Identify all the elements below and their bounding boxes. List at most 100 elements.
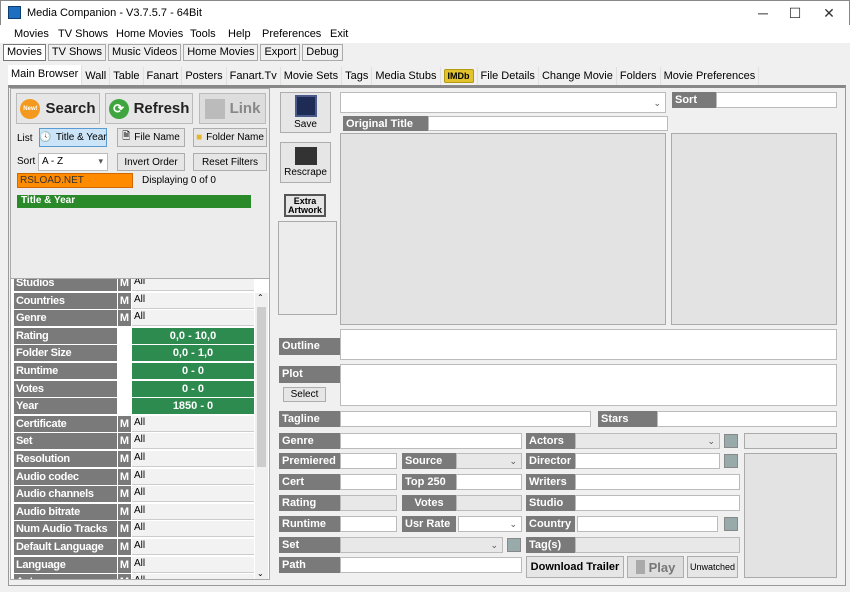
filter-mode-button[interactable]: M [118,486,131,503]
filter-value-select[interactable]: All [132,468,254,485]
filter-mode-button[interactable]: M [118,415,131,432]
filter-value-select[interactable]: All [132,433,254,450]
fanart-area[interactable] [340,133,666,325]
sort-title-input[interactable] [716,92,837,108]
tab-posters[interactable]: Posters [182,67,227,85]
tab-tv-shows[interactable]: TV Shows [47,44,106,61]
tab-movie-sets[interactable]: Movie Sets [280,67,343,85]
filter-mode-button[interactable]: M [118,574,131,579]
link-button[interactable]: Link [199,93,266,124]
filter-range-slider[interactable]: 0 - 0 [132,380,254,397]
menu-help[interactable]: Help [228,28,251,40]
rescrape-button[interactable]: Rescrape [280,142,331,183]
filter-mode-button[interactable]: M [118,292,131,309]
menu-tools[interactable]: Tools [190,28,216,40]
list-title-year-button[interactable]: 🕓 Title & Year [39,128,107,147]
tagline-input[interactable] [340,411,591,427]
runtime-input[interactable] [340,516,397,532]
tab-file-details[interactable]: File Details [477,67,539,85]
filter-mode-button[interactable]: M [118,539,131,555]
tab-change-movie[interactable]: Change Movie [538,67,617,85]
search-lookup-icon[interactable] [724,454,738,468]
download-trailer-button[interactable]: Download Trailer [526,556,624,578]
search-lookup-icon[interactable] [724,517,738,531]
filter-value-select[interactable]: All [132,486,254,503]
cert-input[interactable] [340,474,397,490]
tab-imdb[interactable]: IMDb [440,67,478,85]
tab-export[interactable]: Export [260,44,301,61]
select-button[interactable]: Select [283,387,326,402]
save-button[interactable]: Save [280,92,331,133]
tab-movies[interactable]: Movies [3,44,46,61]
stars-input[interactable] [657,411,837,427]
writers-input[interactable] [575,474,740,490]
close-button[interactable]: ✕ [823,5,835,21]
filter-mode-button[interactable]: M [118,521,131,538]
actors-combo[interactable]: ⌄ [575,433,720,449]
filter-range-slider[interactable]: 0,0 - 1,0 [132,345,254,362]
filter-mode-button[interactable]: M [118,279,131,291]
original-title-input[interactable] [428,116,668,131]
filter-value-select[interactable]: All [132,310,254,327]
scroll-thumb[interactable] [257,307,266,467]
plot-textarea[interactable] [340,364,837,406]
menu-tv-shows[interactable]: TV Shows [58,28,109,40]
play-button[interactable]: Play [627,556,684,578]
rating-input[interactable] [340,495,397,511]
filter-scrollbar[interactable]: ⌃ ⌄ [255,293,268,579]
premiered-input[interactable] [340,453,397,469]
tab-main-browser[interactable]: Main Browser [8,65,83,85]
filter-value-select[interactable]: All [132,415,254,432]
top250-input[interactable] [456,474,522,490]
maximize-button[interactable]: ☐ [788,5,802,21]
filter-mode-button[interactable]: M [118,451,131,467]
filter-mode-button[interactable]: M [118,310,131,327]
search-lookup-icon[interactable] [507,538,521,552]
list-file-name-button[interactable]: 🗎 File Name [117,128,185,147]
usr-rate-combo[interactable]: ⌄ [458,516,522,532]
scroll-down-icon[interactable]: ⌄ [257,569,264,578]
title-combo[interactable]: ⌄ [340,92,666,113]
filter-mode-button[interactable]: M [118,556,131,573]
menu-preferences[interactable]: Preferences [262,28,322,40]
source-combo[interactable]: ⌄ [456,453,522,469]
outline-textarea[interactable] [340,329,837,360]
genre-input[interactable] [340,433,522,449]
tab-tags[interactable]: Tags [342,67,373,85]
scroll-up-icon[interactable]: ⌃ [257,293,264,302]
filter-range-slider[interactable]: 0,0 - 10,0 [132,327,254,344]
poster-area[interactable] [671,133,837,325]
sort-select[interactable]: A - Z ▾ [38,153,108,171]
filter-mode-button[interactable]: M [118,468,131,485]
set-combo[interactable]: ⌄ [340,537,503,553]
director-input[interactable] [575,453,720,469]
filter-range-slider[interactable]: 1850 - 0 [132,398,254,415]
path-input[interactable] [340,557,522,573]
tab-media-stubs[interactable]: Media Stubs [372,67,441,85]
filter-value-select[interactable]: All [132,292,254,309]
filter-value-select[interactable]: All [132,521,254,538]
filter-value-select[interactable]: All [132,574,254,579]
filter-range-slider[interactable]: 0 - 0 [132,363,254,379]
filter-value-select[interactable]: All [132,503,254,520]
menu-home-movies[interactable]: Home Movies [116,28,184,40]
filter-mode-button[interactable]: M [118,433,131,450]
list-folder-name-button[interactable]: ■ Folder Name [193,128,267,147]
menu-movies[interactable]: Movies [14,28,49,40]
studio-input[interactable] [575,495,740,511]
menu-exit[interactable]: Exit [330,28,349,40]
tab-music-videos[interactable]: Music Videos [107,44,182,61]
tags-input[interactable] [575,537,740,553]
poster-thumbnail[interactable] [278,221,337,315]
filter-text-input[interactable]: RSLOAD.NET [17,173,133,188]
tab-folders[interactable]: Folders [616,67,661,85]
invert-order-button[interactable]: Invert Order [117,153,185,171]
tab-table[interactable]: Table [110,67,144,85]
movie-list-header[interactable]: Title & Year [17,195,251,208]
tab-fanart[interactable]: Fanart [143,67,183,85]
minimize-button[interactable]: ─ [758,5,768,21]
filter-value-select[interactable]: All [132,451,254,467]
unwatched-button[interactable]: Unwatched [687,556,738,578]
search-button[interactable]: New! Search [16,93,100,124]
reset-filters-button[interactable]: Reset Filters [193,153,267,171]
